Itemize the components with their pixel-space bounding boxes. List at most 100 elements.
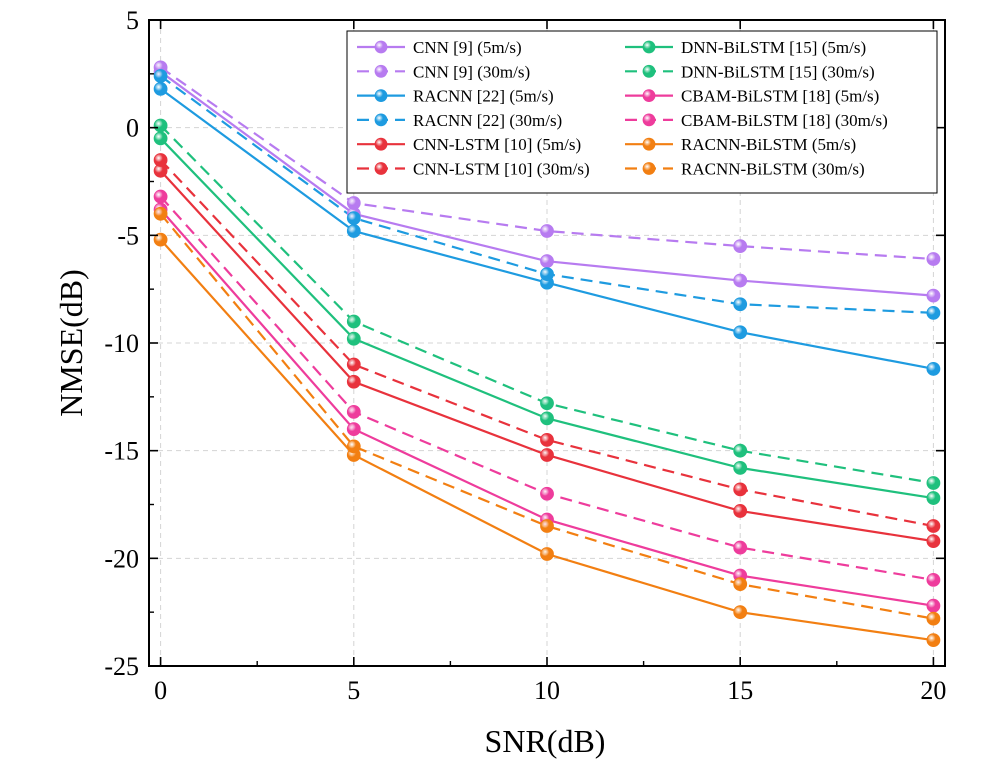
data-point-cbam-bilstm-18-30m-s-0 xyxy=(153,189,168,204)
data-point-dnn-bilstm-15-5m-s-20 xyxy=(926,491,941,505)
legend-swatch-marker xyxy=(642,113,656,127)
data-point-cbam-bilstm-18-30m-s-15 xyxy=(733,540,748,555)
legend-item-dnn-bilstm-15-5m-s: DNN-BiLSTM [15] (5m/s) xyxy=(625,38,866,57)
data-point-dnn-bilstm-15-5m-s-5 xyxy=(346,331,361,346)
legend-label: RACNN [22] (5m/s) xyxy=(413,87,554,106)
legend-label: CNN [9] (30m/s) xyxy=(413,62,530,81)
legend-swatch-marker xyxy=(642,64,656,78)
y-tick-label--20: -20 xyxy=(104,544,139,573)
x-tick-label-15: 15 xyxy=(727,676,753,705)
data-point-dnn-bilstm-15-30m-s-10 xyxy=(540,396,554,411)
legend-swatch-marker xyxy=(374,64,388,78)
data-point-cbam-bilstm-18-5m-s-20 xyxy=(926,598,941,613)
data-point-racnn-22-30m-s-0 xyxy=(153,69,168,83)
legend-swatch-marker xyxy=(374,113,388,127)
data-point-racnn-bilstm-30m-s-10 xyxy=(540,519,554,533)
y-tick-label--5: -5 xyxy=(117,221,139,250)
data-point-cnn-9-30m-s-15 xyxy=(733,239,748,254)
data-point-cbam-bilstm-18-30m-s-5 xyxy=(346,405,361,419)
data-point-racnn-22-5m-s-0 xyxy=(153,82,168,96)
series-line-cnn-9-30m-s xyxy=(159,66,934,261)
data-point-cnn-9-30m-s-20 xyxy=(926,252,941,266)
data-point-racnn-bilstm-30m-s-0 xyxy=(153,206,168,221)
x-axis-title: SNR(dB) xyxy=(485,723,606,759)
data-point-dnn-bilstm-15-5m-s-10 xyxy=(540,411,554,426)
data-point-cnn-lstm-10-30m-s-10 xyxy=(540,432,554,447)
x-tick-label-5: 5 xyxy=(347,676,360,705)
data-point-cnn-lstm-10-5m-s-20 xyxy=(926,534,941,549)
legend-swatch-marker xyxy=(374,40,388,54)
legend-label: DNN-BiLSTM [15] (5m/s) xyxy=(681,38,866,57)
legend-item-racnn-bilstm-30m-s: RACNN-BiLSTM (30m/s) xyxy=(625,160,865,179)
legend-item-cnn-lstm-10-5m-s: CNN-LSTM [10] (5m/s) xyxy=(357,135,581,154)
data-point-cnn-lstm-10-30m-s-0 xyxy=(153,153,168,167)
legend-swatch-marker xyxy=(374,137,388,151)
data-point-cnn-9-5m-s-20 xyxy=(926,288,941,303)
data-point-dnn-bilstm-15-30m-s-15 xyxy=(733,443,748,458)
legend: CNN [9] (5m/s) DNN-BiLSTM [15] (5m/s) CNN … xyxy=(346,30,938,194)
data-point-racnn-22-30m-s-10 xyxy=(540,267,554,281)
legend-label: RACNN-BiLSTM (30m/s) xyxy=(681,160,865,179)
x-tick-label-10: 10 xyxy=(534,676,560,705)
data-point-cbam-bilstm-18-5m-s-5 xyxy=(346,422,361,437)
data-point-racnn-bilstm-30m-s-20 xyxy=(926,611,941,626)
legend-label: CNN-LSTM [10] (5m/s) xyxy=(413,135,581,154)
data-point-racnn-22-5m-s-20 xyxy=(926,361,941,376)
legend-swatch-marker xyxy=(374,162,388,175)
data-point-cnn-lstm-10-30m-s-20 xyxy=(926,519,941,533)
legend-label: DNN-BiLSTM [15] (30m/s) xyxy=(681,62,875,81)
data-point-racnn-bilstm-5m-s-15 xyxy=(733,605,748,620)
data-point-racnn-22-30m-s-20 xyxy=(926,305,941,320)
data-point-racnn-22-5m-s-5 xyxy=(346,224,361,238)
data-point-cnn-lstm-10-5m-s-10 xyxy=(540,448,554,462)
data-point-dnn-bilstm-15-30m-s-5 xyxy=(346,314,361,329)
legend-label: CBAM-BiLSTM [18] (5m/s) xyxy=(681,87,879,106)
series-markers xyxy=(153,60,941,648)
legend-label: CBAM-BiLSTM [18] (30m/s) xyxy=(681,111,888,130)
data-point-dnn-bilstm-15-30m-s-20 xyxy=(926,476,941,490)
data-point-cbam-bilstm-18-30m-s-10 xyxy=(540,486,554,501)
legend-item-racnn-22-5m-s: RACNN [22] (5m/s) xyxy=(357,87,554,106)
legend-swatch-marker xyxy=(642,162,656,175)
series-line-racnn-bilstm-30m-s xyxy=(159,213,934,620)
data-point-cnn-9-30m-s-5 xyxy=(346,196,361,210)
legend-item-cbam-bilstm-18-30m-s: CBAM-BiLSTM [18] (30m/s) xyxy=(625,111,888,130)
data-point-racnn-bilstm-5m-s-10 xyxy=(540,547,554,561)
legend-swatch-marker xyxy=(642,89,656,102)
data-point-racnn-22-30m-s-15 xyxy=(733,297,748,312)
legend-box xyxy=(346,30,938,194)
data-point-cbam-bilstm-18-30m-s-20 xyxy=(926,572,941,587)
legend-label: CNN [9] (5m/s) xyxy=(413,38,522,57)
data-point-racnn-bilstm-5m-s-0 xyxy=(153,232,168,247)
data-point-dnn-bilstm-15-5m-s-15 xyxy=(733,460,748,475)
legend-swatch-marker xyxy=(642,40,656,54)
data-point-racnn-bilstm-30m-s-15 xyxy=(733,577,748,592)
legend-label: RACNN-BiLSTM (5m/s) xyxy=(681,135,856,154)
data-point-racnn-22-30m-s-5 xyxy=(346,211,361,226)
y-tick-label--25: -25 xyxy=(104,652,139,681)
legend-item-racnn-bilstm-5m-s: RACNN-BiLSTM (5m/s) xyxy=(625,135,856,154)
legend-item-racnn-22-30m-s: RACNN [22] (30m/s) xyxy=(357,111,562,130)
legend-label: RACNN [22] (30m/s) xyxy=(413,111,562,130)
legend-swatch-marker xyxy=(374,89,388,102)
data-point-cnn-lstm-10-5m-s-5 xyxy=(346,374,361,389)
legend-label: CNN-LSTM [10] (30m/s) xyxy=(413,160,590,179)
data-point-cnn-9-5m-s-10 xyxy=(540,254,554,269)
legend-item-cnn-lstm-10-30m-s: CNN-LSTM [10] (30m/s) xyxy=(357,160,590,179)
data-point-cnn-lstm-10-30m-s-15 xyxy=(733,482,748,497)
data-point-racnn-bilstm-5m-s-20 xyxy=(926,633,941,648)
data-point-racnn-bilstm-30m-s-5 xyxy=(346,439,361,454)
tick-labels: 0 5 10 15 20 5 0 -5 -10 -15 -20 -25 xyxy=(104,6,946,705)
x-tick-label-0: 0 xyxy=(154,676,167,705)
data-point-cnn-9-30m-s-10 xyxy=(540,224,554,238)
legend-item-cbam-bilstm-18-5m-s: CBAM-BiLSTM [18] (5m/s) xyxy=(625,87,879,106)
legend-item-dnn-bilstm-15-30m-s: DNN-BiLSTM [15] (30m/s) xyxy=(625,62,875,81)
x-tick-label-20: 20 xyxy=(920,676,946,705)
legend-item-cnn-9-5m-s: CNN [9] (5m/s) xyxy=(357,38,522,57)
y-tick-label--15: -15 xyxy=(104,437,139,466)
data-point-racnn-22-5m-s-15 xyxy=(733,325,748,340)
axes xyxy=(148,19,946,667)
data-point-cnn-lstm-10-30m-s-5 xyxy=(346,357,361,372)
data-point-cnn-lstm-10-5m-s-15 xyxy=(733,504,748,518)
